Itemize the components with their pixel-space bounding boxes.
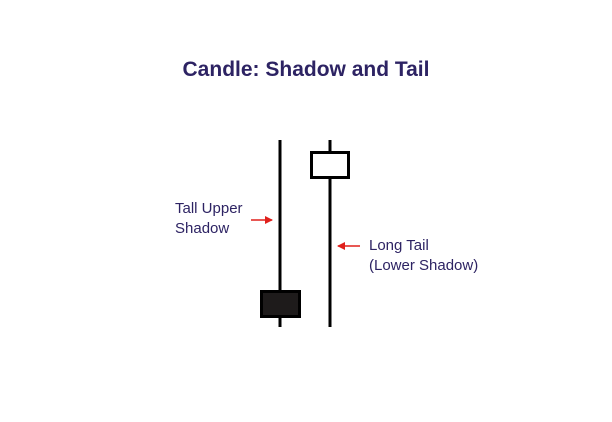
upper-shadow-label-line2: Shadow [175,220,230,237]
dark-candle [260,140,301,327]
light-candle [310,140,350,327]
lower-shadow-label-line1: Long Tail [369,237,429,254]
upper-shadow-label: Tall Upper Shadow [175,199,243,239]
light-candle-body [310,151,350,179]
lower-shadow-label: Long Tail (Lower Shadow) [369,236,478,276]
lower-shadow-label-line2: (Lower Shadow) [369,257,479,274]
dark-candle-body [260,290,301,318]
upper-shadow-label-line1: Tall Upper [175,200,243,217]
page-title: Candle: Shadow and Tail [182,58,430,81]
